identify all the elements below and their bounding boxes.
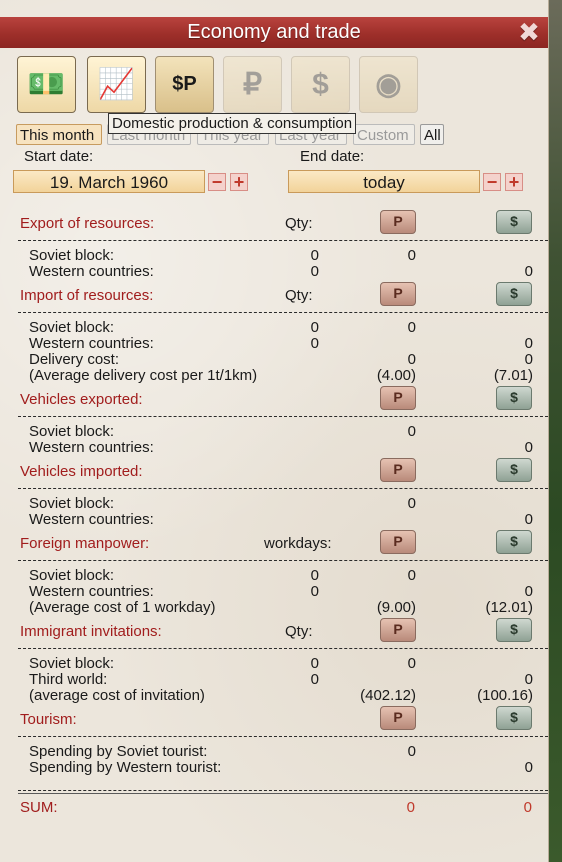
tab-price-tags-icon[interactable]: $P — [155, 56, 214, 113]
rouble-icon: P — [380, 458, 416, 482]
divider — [18, 312, 548, 313]
section-title: Foreign manpower: — [20, 535, 150, 552]
divider — [18, 648, 548, 649]
section-vehicles-imported: Vehicles imported: P $ — [20, 458, 540, 483]
section-title: Export of resources: — [20, 215, 155, 232]
rouble-icon: P — [380, 282, 416, 306]
start-date-plus-button[interactable]: + — [230, 173, 248, 191]
dollar-icon: $ — [496, 530, 532, 554]
tab-money-icon[interactable]: 💵 — [17, 56, 76, 113]
data-row: Soviet block: 0 0 — [29, 567, 416, 584]
data-row: Soviet block: 0 — [29, 495, 416, 512]
rouble-icon: P — [380, 530, 416, 554]
data-row: Western countries: 0 — [29, 439, 533, 456]
data-row: Soviet block: 0 — [29, 423, 416, 440]
data-row: Western countries: 0 0 — [29, 263, 533, 280]
section-title: Tourism: — [20, 711, 77, 728]
dollar-icon: $ — [496, 458, 532, 482]
section-title: Vehicles exported: — [20, 391, 143, 408]
dollar-icon: $ — [496, 386, 532, 410]
start-date-field[interactable]: 19. March 1960 — [13, 170, 205, 193]
divider — [18, 736, 548, 737]
sum-rouble-value: 0 — [406, 799, 415, 816]
section-title: Vehicles imported: — [20, 463, 143, 480]
tab-rouble-icon[interactable]: ₽ — [223, 56, 282, 113]
section-vehicles-exported: Vehicles exported: P $ — [20, 386, 540, 411]
dollar-icon: $ — [496, 706, 532, 730]
data-row: Soviet block: 0 0 — [29, 655, 416, 672]
end-date-label: End date: — [300, 148, 365, 165]
rouble-icon: P — [380, 210, 416, 234]
window-title: Economy and trade — [187, 21, 361, 43]
sum-label: SUM: — [20, 799, 58, 816]
window-titlebar[interactable]: Economy and trade ✖ — [0, 17, 548, 48]
section-export-resources: Export of resources: Qty: P $ — [20, 210, 540, 235]
dollar-icon: $ — [496, 282, 532, 306]
data-row: Western countries: 0 0 — [29, 335, 533, 352]
divider — [18, 416, 548, 417]
data-row: Third world: 0 0 — [29, 671, 533, 688]
data-row: Soviet block: 0 0 — [29, 247, 416, 264]
data-row: Soviet block: 0 0 — [29, 319, 416, 336]
section-tourism: Tourism: P $ — [20, 706, 540, 731]
section-import-resources: Import of resources: Qty: P $ — [20, 282, 540, 307]
economy-trade-window: Economy and trade ✖ 💵 📈 $P ₽ $ ◉ This mo… — [0, 0, 549, 862]
data-row: Spending by Western tourist: 0 — [29, 759, 533, 776]
end-date-plus-button[interactable]: + — [505, 173, 523, 191]
sum-divider — [18, 793, 548, 794]
start-date-minus-button[interactable]: − — [208, 173, 226, 191]
section-title: Immigrant invitations: — [20, 623, 162, 640]
sum-dollar-value: 0 — [523, 799, 532, 816]
end-date-minus-button[interactable]: − — [483, 173, 501, 191]
divider — [18, 790, 548, 791]
qty-label: Qty: — [285, 215, 313, 232]
rouble-icon: P — [380, 618, 416, 642]
section-foreign-manpower: Foreign manpower: workdays: P $ — [20, 530, 540, 555]
qty-label: Qty: — [285, 623, 313, 640]
data-row: Western countries: 0 0 — [29, 583, 533, 600]
section-immigrant-invitations: Immigrant invitations: Qty: P $ — [20, 618, 540, 643]
data-row: Delivery cost: 0 0 — [29, 351, 533, 368]
tab-tooltip: Domestic production & consumption — [108, 113, 357, 134]
range-custom-button[interactable]: Custom — [353, 124, 415, 145]
close-icon[interactable]: ✖ — [518, 17, 540, 47]
rouble-icon: P — [380, 386, 416, 410]
divider — [18, 488, 548, 489]
end-date-field[interactable]: today — [288, 170, 480, 193]
range-this-month-button[interactable]: This month — [16, 124, 102, 145]
data-row: (Average delivery cost per 1t/1km) (4.00… — [29, 367, 533, 384]
data-row: (Average cost of 1 workday) (9.00) (12.0… — [29, 599, 533, 616]
tab-roulette-icon[interactable]: ◉ — [359, 56, 418, 113]
qty-label: Qty: — [285, 287, 313, 304]
data-row: Spending by Soviet tourist: 0 — [29, 743, 416, 760]
tab-domestic-production-icon[interactable]: 📈 — [87, 56, 146, 113]
rouble-icon: P — [380, 706, 416, 730]
data-row: Western countries: 0 — [29, 511, 533, 528]
divider — [18, 560, 548, 561]
dollar-icon: $ — [496, 210, 532, 234]
data-row: (average cost of invitation) (402.12) (1… — [29, 687, 533, 704]
tab-dollar-icon[interactable]: $ — [291, 56, 350, 113]
divider — [18, 240, 548, 241]
section-title: Import of resources: — [20, 287, 154, 304]
workdays-label: workdays: — [264, 535, 332, 552]
range-all-button[interactable]: All — [420, 124, 444, 145]
start-date-label: Start date: — [24, 148, 94, 165]
dollar-icon: $ — [496, 618, 532, 642]
